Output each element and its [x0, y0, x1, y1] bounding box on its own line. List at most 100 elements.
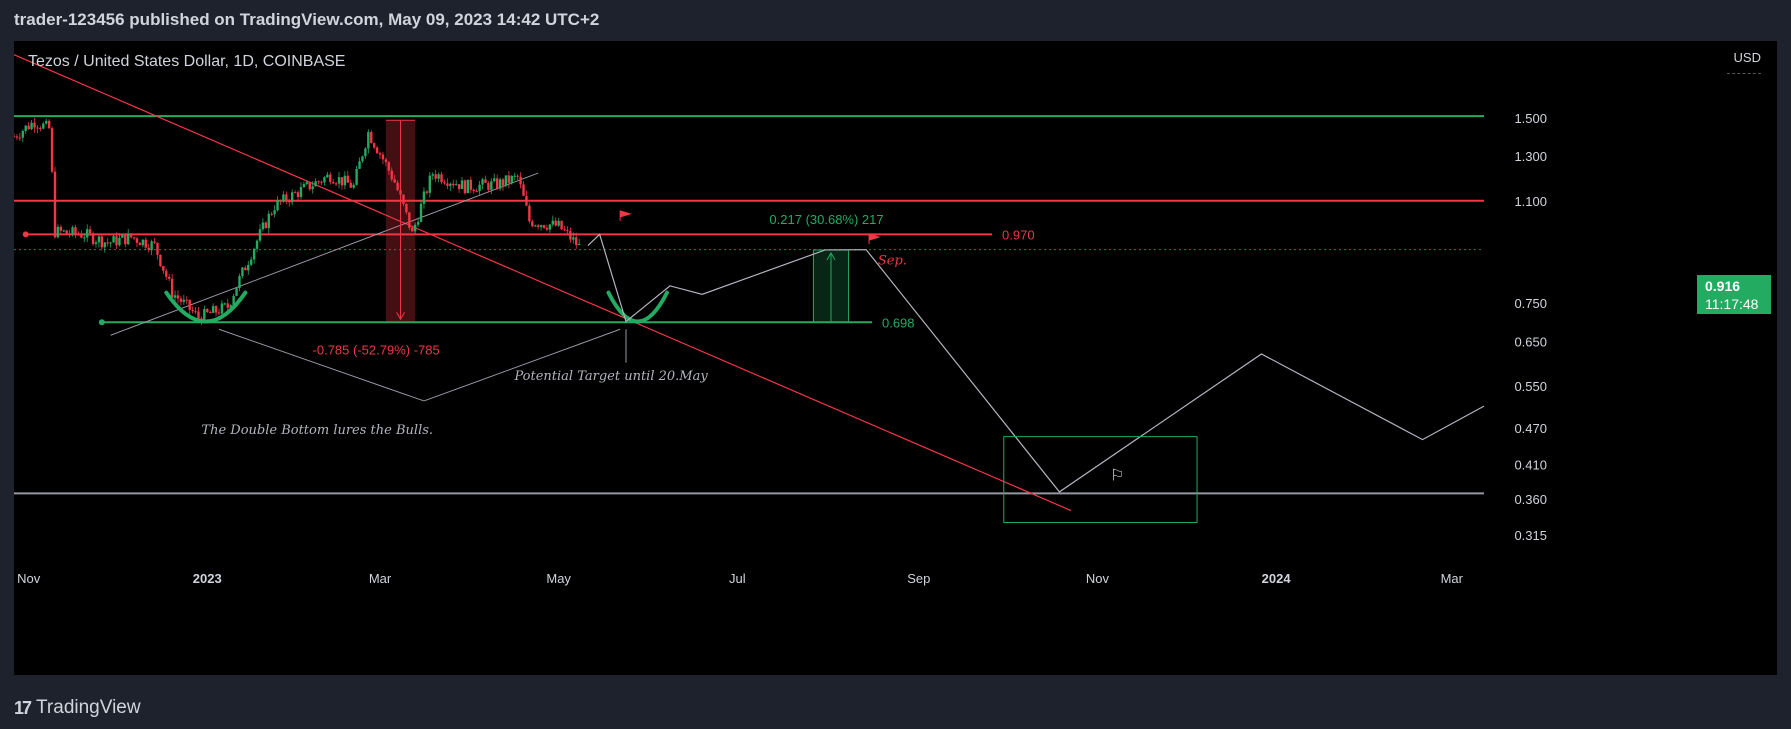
candle-body	[337, 177, 341, 184]
candle-body	[525, 195, 528, 206]
chart-plot[interactable]: 0.970 0.698 -0.785 (-52.79%) -785 0.217 (30…	[14, 41, 1777, 675]
currency-underline	[1727, 73, 1761, 74]
candle-body	[206, 309, 209, 313]
candle-body	[367, 132, 370, 149]
candle-body	[326, 174, 329, 178]
y-tick-label: 0.410	[1514, 457, 1547, 472]
downtrend-line	[14, 54, 1072, 512]
candle-body	[487, 182, 490, 190]
candle-body	[47, 120, 51, 129]
candle-body	[194, 311, 197, 313]
candle-body	[493, 178, 496, 182]
candle-body	[36, 127, 39, 129]
measure-down-arrowhead	[396, 312, 405, 321]
candle-body	[545, 227, 549, 230]
published-header: trader-123456 published on TradingView.c…	[14, 10, 600, 29]
candle-body	[378, 153, 382, 155]
candle-body	[381, 154, 385, 160]
tradingview-brand[interactable]: 17 TradingView	[14, 697, 141, 719]
candle-body	[495, 178, 499, 189]
y-tick-label: 1.300	[1514, 149, 1547, 164]
candle-body	[50, 128, 54, 172]
candle-body	[469, 179, 473, 190]
candle-body	[15, 136, 19, 138]
y-tick-label: 0.550	[1514, 379, 1547, 394]
candle-body	[282, 194, 285, 202]
candle-body	[539, 225, 543, 227]
candle-body	[30, 122, 33, 130]
candle-body	[290, 192, 294, 203]
candle-body	[173, 295, 177, 298]
y-tick-label: 0.750	[1514, 296, 1547, 311]
candle-body	[534, 225, 537, 227]
candle-body	[372, 143, 376, 148]
candle-body	[241, 267, 244, 277]
candle-body	[519, 176, 522, 185]
candle-body	[53, 171, 57, 238]
candle-body	[329, 174, 332, 183]
x-tick-label: 2024	[1262, 571, 1292, 586]
y-tick-label: 0.315	[1514, 528, 1547, 543]
currency-label[interactable]: USD	[1733, 50, 1761, 65]
candle-body	[279, 200, 282, 202]
candle-body	[138, 242, 142, 246]
candle-body	[548, 224, 552, 230]
candle-body	[481, 179, 484, 185]
annotation-arrow-left	[218, 328, 425, 402]
candle-body	[437, 174, 440, 179]
candle-body	[416, 221, 420, 225]
candle-body	[100, 236, 104, 248]
candle-body	[402, 194, 405, 204]
candle-body	[170, 278, 174, 298]
candle-body	[235, 288, 238, 296]
candle-body	[460, 180, 464, 189]
candle-body	[411, 227, 414, 232]
candle-body	[285, 194, 288, 202]
double-bottom-arc-left	[164, 290, 248, 324]
candle-body	[167, 276, 171, 279]
candle-body	[396, 182, 399, 191]
candle-body	[94, 242, 98, 244]
candle-body	[232, 295, 235, 306]
candle-body	[498, 179, 502, 189]
candle-body	[355, 168, 358, 185]
candle-body	[77, 233, 80, 235]
candle-body	[572, 237, 575, 240]
level-anchor-dot	[22, 231, 29, 238]
candle-body	[188, 299, 191, 310]
red-flag-icon	[619, 210, 632, 221]
bar-countdown: 11:17:48	[1705, 296, 1759, 312]
candle-body	[352, 184, 355, 188]
candle-body	[258, 229, 262, 241]
candle-body	[408, 212, 411, 228]
candle-body	[331, 182, 335, 184]
candle-body	[191, 309, 194, 312]
candle-body	[531, 221, 534, 227]
candle-body	[399, 190, 402, 195]
candle-body	[484, 179, 487, 183]
candle-body	[45, 120, 48, 124]
chart-frame[interactable]: 0.970 0.698 -0.785 (-52.79%) -785 0.217 (30…	[14, 41, 1777, 675]
candle-body	[405, 203, 408, 213]
sep-annotation: Sep.	[878, 253, 907, 268]
candle-body	[59, 226, 63, 231]
candle-body	[27, 125, 30, 130]
candle-body	[528, 205, 531, 222]
candles-group	[14, 117, 581, 326]
last-price-value: 0.916	[1705, 278, 1741, 294]
candle-body	[542, 225, 546, 228]
candle-body	[317, 181, 320, 183]
candle-body	[249, 259, 253, 265]
candle-body	[302, 184, 306, 188]
candle-body	[14, 136, 16, 138]
candle-body	[244, 267, 247, 271]
y-tick-label: 0.360	[1514, 492, 1547, 507]
red-flag-icon	[868, 233, 881, 245]
candle-body	[220, 303, 224, 314]
candle-body	[446, 183, 449, 186]
target-zone-box	[1003, 436, 1198, 523]
candle-body	[419, 203, 423, 222]
target-annotation: Potential Target until 20.May	[513, 369, 708, 384]
candle-body	[121, 234, 124, 238]
brand-name: TradingView	[36, 697, 141, 718]
